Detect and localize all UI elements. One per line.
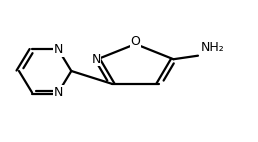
Text: N: N (54, 86, 63, 99)
Text: O: O (131, 35, 140, 48)
Text: NH₂: NH₂ (201, 41, 225, 54)
Text: N: N (54, 43, 63, 56)
Text: N: N (91, 53, 101, 66)
